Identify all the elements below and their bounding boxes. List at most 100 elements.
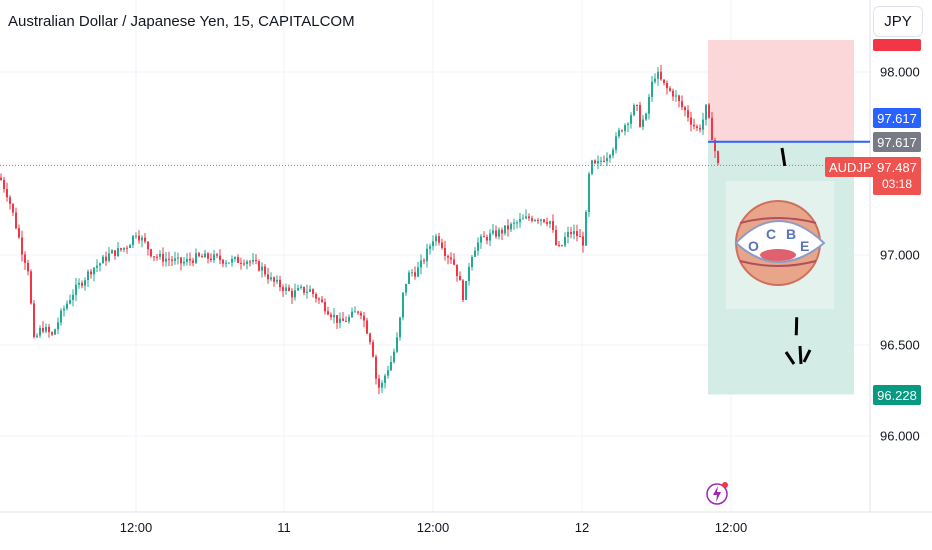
candle-body (162, 253, 164, 262)
candle-body (276, 279, 278, 282)
candle-body (630, 115, 632, 124)
candle-body (120, 248, 122, 250)
candle-body (75, 284, 77, 295)
bar-countdown: 03:18 (881, 177, 913, 191)
candle-body (357, 311, 359, 313)
candle-body (246, 261, 248, 264)
candle-body (327, 311, 329, 315)
candle-body (63, 308, 65, 311)
candle-body (513, 222, 515, 224)
currency-button[interactable]: JPY (873, 6, 923, 37)
candle-body (126, 247, 128, 249)
candle-body (354, 311, 356, 313)
candle-body (108, 253, 110, 261)
candle-body (621, 130, 623, 132)
take-profit-tag: 96.228 (873, 385, 921, 405)
candle-body (561, 245, 563, 247)
candle-body (543, 219, 545, 222)
candle-body (279, 279, 281, 288)
candle-body (714, 140, 716, 152)
candle-body (297, 287, 299, 291)
price-tick: 97.000 (880, 247, 920, 263)
candle-body (612, 149, 614, 156)
candle-body (468, 267, 470, 282)
candle-body (129, 245, 131, 249)
candle-body (321, 299, 323, 303)
candle-body (240, 262, 242, 264)
candle-body (501, 229, 503, 234)
candle-body (285, 287, 287, 291)
projection-arrowhead (802, 349, 812, 363)
candle-body (495, 230, 497, 237)
candle-body (396, 337, 398, 352)
candle-body (3, 179, 5, 189)
lightning-bolt-icon[interactable] (706, 481, 730, 505)
candle-body (399, 317, 401, 338)
candle-body (105, 256, 107, 261)
candle-body (564, 236, 566, 246)
candle-body (183, 261, 185, 264)
candle-body (336, 315, 338, 323)
candle-body (171, 259, 173, 261)
candle-body (492, 230, 494, 234)
candle-body (387, 370, 389, 376)
time-tick: 12:00 (119, 520, 153, 535)
candle-body (207, 253, 209, 259)
candle-body (255, 259, 257, 262)
candle-body (315, 294, 317, 299)
candle-body (657, 71, 659, 79)
candle-body (177, 257, 179, 259)
stop-loss-tag (873, 39, 921, 51)
candle-body (702, 119, 704, 130)
candle-body (666, 83, 668, 89)
candle-body (195, 253, 197, 263)
candle-body (603, 160, 605, 162)
candle-body (18, 228, 20, 238)
candle-body (198, 253, 200, 257)
candle-body (483, 236, 485, 238)
candle-body (318, 298, 320, 300)
candle-body (675, 95, 677, 97)
candle-body (237, 257, 239, 263)
candle-body (699, 127, 701, 130)
candle-body (282, 287, 284, 291)
candle-body (498, 229, 500, 237)
candle-body (270, 277, 272, 280)
candle-body (411, 272, 413, 274)
candle-body (636, 104, 638, 106)
candle-body (294, 290, 296, 298)
position-line-tag: 97.617 (873, 132, 921, 152)
candle-body (459, 276, 461, 281)
candle-body (168, 258, 170, 260)
candle-body (366, 320, 368, 334)
candle-body (303, 286, 305, 293)
candle-body (420, 260, 422, 268)
time-tick: 12 (574, 520, 590, 535)
candle-body (534, 219, 536, 221)
last-price-value: 97.487 (877, 160, 917, 175)
candle-body (288, 287, 290, 291)
candle-body (711, 117, 713, 141)
candle-body (654, 78, 656, 82)
time-tick: 12:00 (714, 520, 748, 535)
candle-body (228, 262, 230, 264)
candle-body (33, 303, 35, 337)
candle-body (429, 246, 431, 249)
candle-body (696, 126, 698, 128)
candle-body (648, 96, 650, 114)
candle-body (594, 160, 596, 164)
price-tick: 96.000 (880, 428, 920, 444)
candle-body (402, 292, 404, 318)
candle-body (36, 335, 38, 337)
projection-arrowhead (798, 345, 803, 365)
candle-body (525, 216, 527, 219)
candle-body (339, 318, 341, 323)
candle-body (69, 300, 71, 304)
logo-letter: E (800, 238, 809, 254)
candle-body (258, 261, 260, 271)
candle-body (87, 271, 89, 281)
eye-logo-icon: O C B E (734, 200, 826, 286)
candle-body (39, 327, 41, 336)
candle-body (9, 197, 11, 204)
candle-body (474, 250, 476, 257)
